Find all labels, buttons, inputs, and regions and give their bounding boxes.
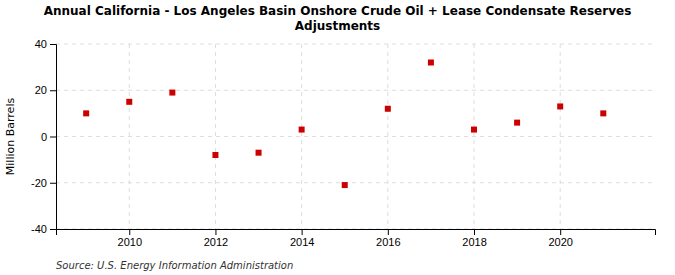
tick: 2014 [290,229,314,248]
point [169,90,175,96]
chart: 2010 2012 2014 2016 2018 2020 -40 -20 0 20 40 Annua… [0,0,675,275]
tick: 2016 [376,229,400,248]
grid-line [56,136,655,137]
tick-mark [50,183,56,184]
y-axis: -40 -20 0 20 40 [31,38,56,235]
grid-line [560,44,561,229]
source: Source: U.S. Energy Information Administ… [56,260,293,271]
tick: 40 [35,38,56,50]
tick-mark [560,229,561,235]
point [299,127,305,133]
tick-mark [50,137,56,138]
tick-label: -20 [31,177,47,189]
point [256,150,262,156]
points [83,60,606,189]
tick: -20 [31,177,56,189]
tick-label: 0 [41,131,47,143]
point [428,60,434,66]
axis-line [50,45,57,230]
grid-line [56,44,655,45]
grid-line [387,44,388,229]
grid [56,44,655,229]
tick-mark [50,90,56,91]
tick-label: 2014 [290,236,314,248]
tick-label: 40 [35,38,47,50]
point [557,103,563,109]
x-axis: 2010 2012 2014 2016 2018 2020 [57,229,656,248]
tick: 2018 [462,229,486,248]
tick-mark [302,229,303,235]
grid-line [56,90,655,91]
tick: 2020 [548,229,572,248]
point [514,120,520,126]
grid-line [301,44,302,229]
tick-mark [474,229,475,235]
point [600,110,606,116]
axis-line [57,230,656,236]
tick-label: 2010 [118,236,142,248]
tick: 0 [41,131,56,143]
tick-label: 2020 [548,236,572,248]
tick-mark [215,229,216,235]
point [126,99,132,105]
point [83,110,89,116]
tick: 2010 [118,229,142,248]
grid-line [215,44,216,229]
tick-mark [129,229,130,235]
y-axis-title: Million Barrels [4,98,17,176]
point [342,182,348,188]
tick-mark [388,229,389,235]
point [471,127,477,133]
grid-line [56,182,655,183]
tick-label: 2016 [376,236,400,248]
tick: 20 [35,84,56,96]
point [212,152,218,158]
tick-mark [50,229,56,230]
tick-label: 2018 [462,236,486,248]
grid-line [474,44,475,229]
point [385,106,391,112]
plot: 2010 2012 2014 2016 2018 2020 -40 -20 0 20 40 [31,38,655,248]
tick-mark [50,44,56,45]
tick: -40 [31,223,56,235]
tick-label: 20 [35,84,47,96]
title: Annual California - Los Angeles Basin On… [44,4,632,33]
tick-label: 2012 [204,236,228,248]
tick-label: -40 [31,223,47,235]
tick: 2012 [204,229,228,248]
grid-line [129,44,130,229]
